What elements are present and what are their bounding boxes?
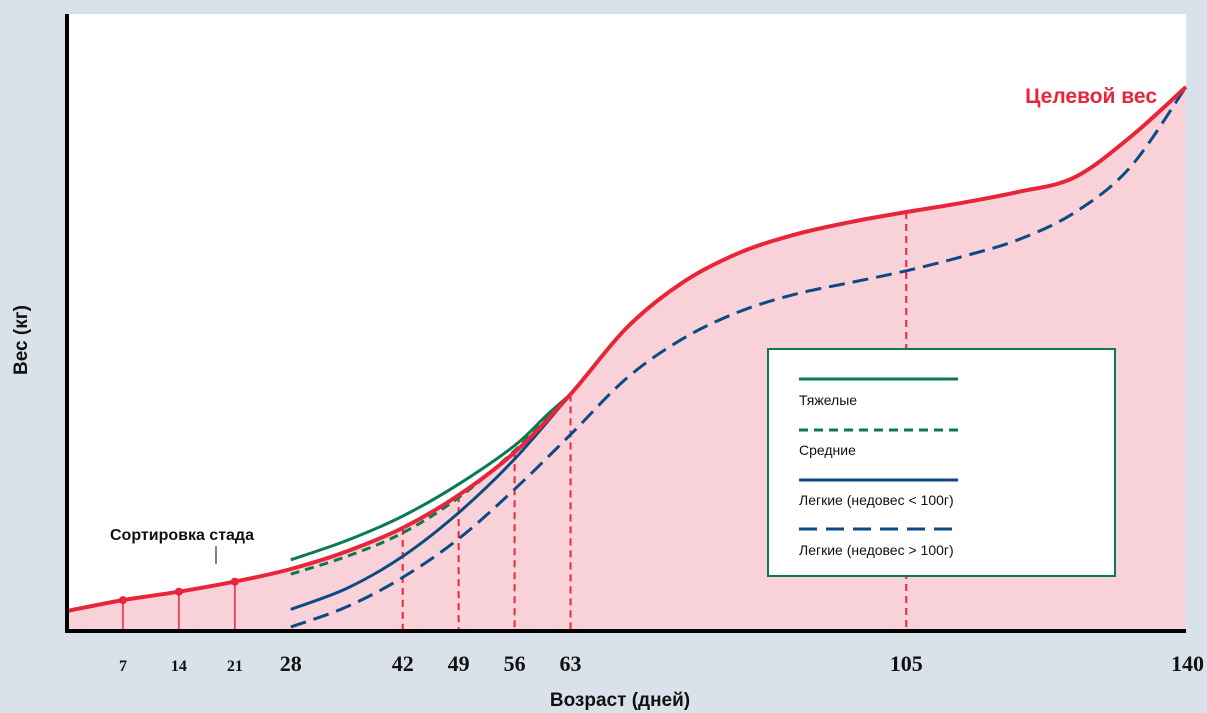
x-tick-label-105: 105 [890,651,923,676]
marker-dot-day-14 [174,587,183,596]
x-tick-label-42: 42 [392,651,414,676]
legend-box [767,348,1116,577]
legend-label-heavy: Тяжелые [799,392,857,408]
series-lines [66,85,1188,629]
light-large-deficit-line [290,86,1188,629]
y-axis-title: Вес (кг) [11,305,32,375]
x-tick-label-7: 7 [119,658,127,675]
marker-dot-day-7 [118,596,127,605]
x-tick-label-49: 49 [448,651,470,676]
target-markers [118,577,239,631]
x-tick-label-14: 14 [171,658,187,675]
target-weight-label: Целевой вес [1025,85,1157,108]
heavy-line [290,393,572,562]
x-tick-label-21: 21 [227,658,243,675]
flock-sort-label: Сортировка стада [110,527,254,544]
legend-label-light-small: Легкие (недовес < 100г) [799,492,954,508]
x-tick-labels: 7 14 21 28 42 49 56 63 105 140 [119,651,1204,676]
legend-label-light-large: Легкие (недовес > 100г) [799,542,954,558]
x-tick-label-63: 63 [560,651,582,676]
x-tick-label-140: 140 [1171,651,1204,676]
marker-dot-day-21 [230,577,239,586]
target-weight-line [66,85,1188,613]
legend-label-medium: Средние [799,442,856,458]
x-tick-label-28: 28 [280,651,302,676]
x-tick-label-56: 56 [504,651,526,676]
light-small-deficit-line [290,393,572,611]
legend: Тяжелые Средние Легкие (недовес < 100г) … [767,348,1116,577]
x-axis-title: Возраст (дней) [550,690,690,711]
